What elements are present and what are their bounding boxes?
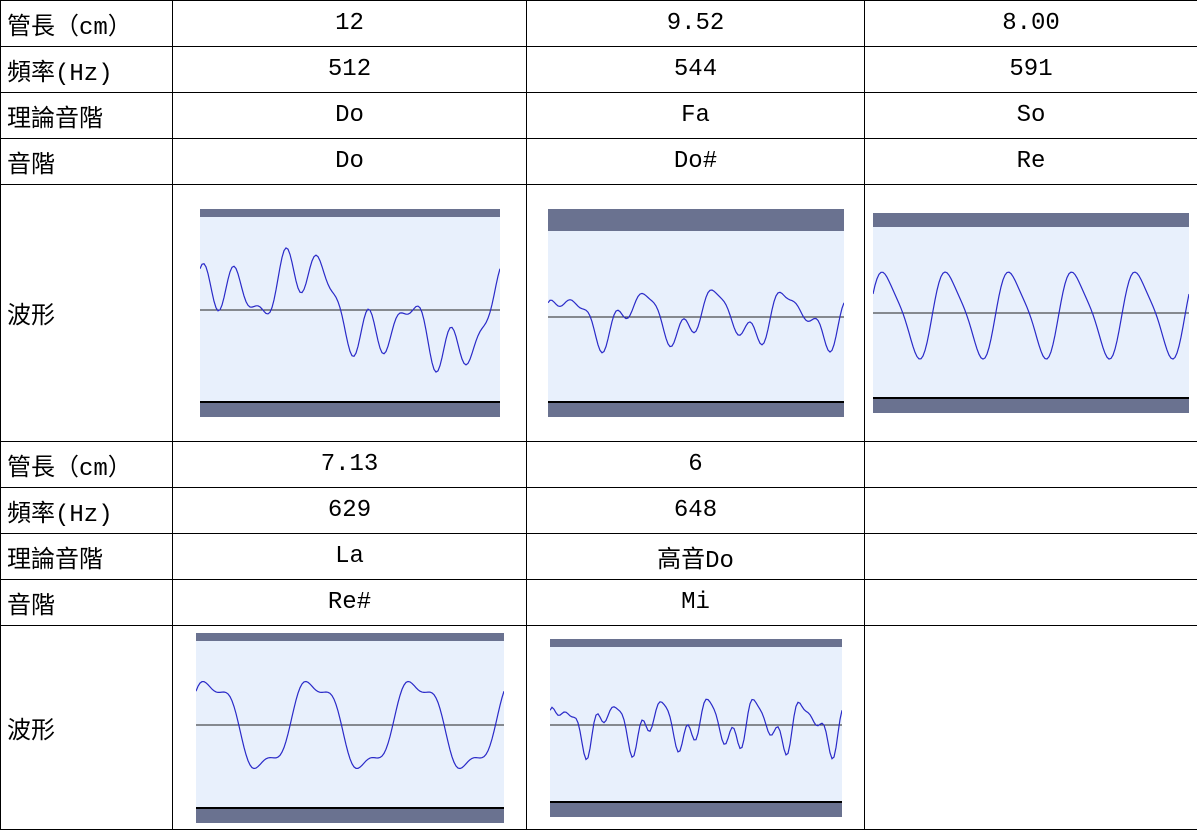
wave-bottom-bar xyxy=(196,809,504,823)
wave-top-bar xyxy=(196,633,504,641)
table-cell xyxy=(173,626,527,830)
table-cell: So xyxy=(865,93,1197,139)
waveform-image xyxy=(196,633,504,823)
row-label: 音階 xyxy=(1,139,173,185)
waveform-image xyxy=(548,209,844,417)
row-label: 波形 xyxy=(1,185,173,442)
table-cell: Fa xyxy=(527,93,865,139)
waveform-image xyxy=(200,209,500,417)
table-cell: Do# xyxy=(527,139,865,185)
table-cell xyxy=(865,534,1197,580)
table-cell: 648 xyxy=(527,488,865,534)
row-label: 頻率(Hz) xyxy=(1,47,173,93)
row-label: 波形 xyxy=(1,626,173,830)
wave-top-bar xyxy=(550,639,842,647)
table-cell: 12 xyxy=(173,1,527,47)
table-cell: 629 xyxy=(173,488,527,534)
table-cell xyxy=(865,626,1197,830)
table-cell xyxy=(865,488,1197,534)
data-table: 管長（cm）129.528.00頻率(Hz)512544591理論音階DoFaS… xyxy=(0,0,1197,830)
waveform-image xyxy=(873,213,1189,413)
table-cell xyxy=(527,185,865,442)
row-label: 頻率(Hz) xyxy=(1,488,173,534)
table-cell: 544 xyxy=(527,47,865,93)
table-body: 管長（cm）129.528.00頻率(Hz)512544591理論音階DoFaS… xyxy=(1,1,1197,830)
table-cell: Do xyxy=(173,93,527,139)
wave-top-bar xyxy=(548,209,844,231)
table-cell xyxy=(865,580,1197,626)
row-label: 音階 xyxy=(1,580,173,626)
table-cell: Mi xyxy=(527,580,865,626)
table-row: 波形 xyxy=(1,185,1197,442)
wave-background xyxy=(200,209,500,417)
table-cell: 9.52 xyxy=(527,1,865,47)
table-cell: La xyxy=(173,534,527,580)
table-cell: 高音Do xyxy=(527,534,865,580)
row-label: 管長（cm） xyxy=(1,1,173,47)
wave-top-bar xyxy=(873,213,1189,227)
table-cell: 512 xyxy=(173,47,527,93)
wave-background xyxy=(548,209,844,417)
table-row: 波形 xyxy=(1,626,1197,830)
table-cell: 591 xyxy=(865,47,1197,93)
wave-bottom-bar xyxy=(548,403,844,417)
table-cell xyxy=(865,442,1197,488)
table-cell: Do xyxy=(173,139,527,185)
table-cell: 6 xyxy=(527,442,865,488)
row-label: 理論音階 xyxy=(1,534,173,580)
wave-background xyxy=(196,633,504,823)
table-cell xyxy=(527,626,865,830)
table-cell: Re# xyxy=(173,580,527,626)
table-cell: 8.00 xyxy=(865,1,1197,47)
row-label: 理論音階 xyxy=(1,93,173,139)
table-cell xyxy=(865,185,1197,442)
wave-background xyxy=(550,639,842,817)
table-cell: 7.13 xyxy=(173,442,527,488)
wave-bottom-bar xyxy=(873,399,1189,413)
table-cell: Re xyxy=(865,139,1197,185)
row-label: 管長（cm） xyxy=(1,442,173,488)
table-cell xyxy=(173,185,527,442)
wave-top-bar xyxy=(200,209,500,217)
waveform-image xyxy=(550,639,842,817)
wave-bottom-bar xyxy=(550,803,842,817)
wave-bottom-bar xyxy=(200,403,500,417)
